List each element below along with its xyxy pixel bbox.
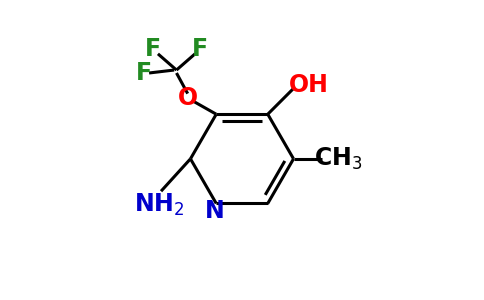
Text: NH$_2$: NH$_2$ <box>134 191 184 218</box>
Text: F: F <box>192 38 208 62</box>
Text: CH$_3$: CH$_3$ <box>314 146 363 172</box>
Text: OH: OH <box>289 73 329 97</box>
Text: N: N <box>205 199 225 223</box>
Text: O: O <box>178 86 198 110</box>
Text: F: F <box>136 61 152 85</box>
Text: F: F <box>145 38 161 62</box>
